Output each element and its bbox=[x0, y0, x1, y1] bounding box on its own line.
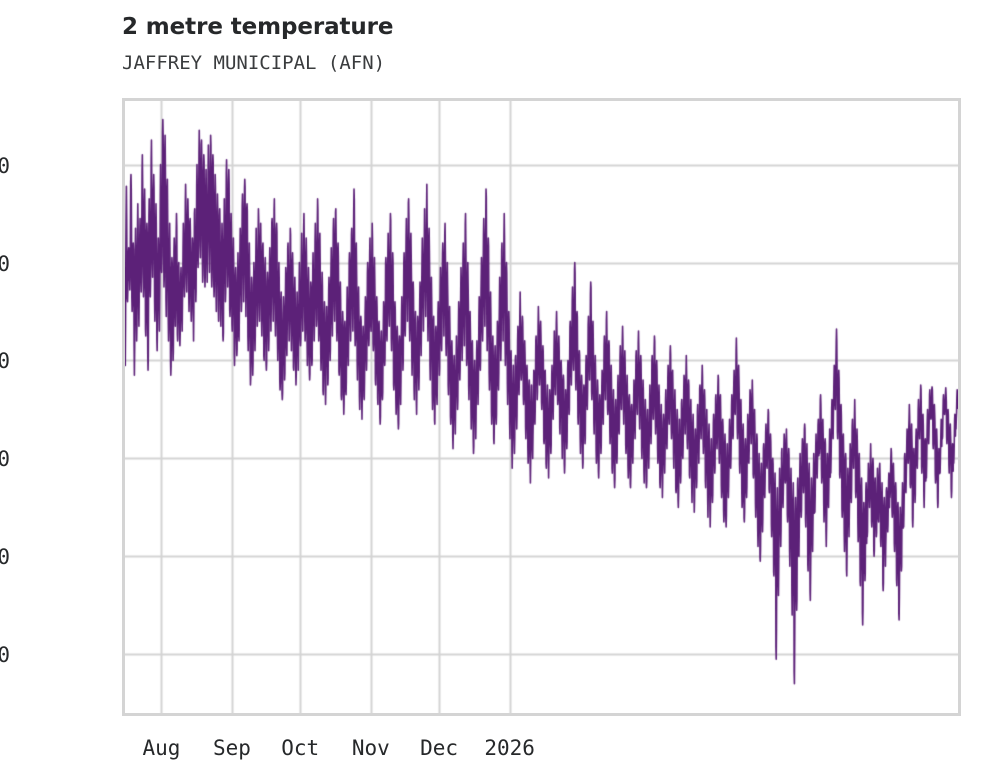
x-tick-label: Dec bbox=[420, 736, 459, 760]
y-tick-label: 20 bbox=[0, 251, 10, 276]
plot-area bbox=[122, 98, 961, 716]
timeseries-canvas bbox=[125, 101, 958, 713]
x-tick-label: Oct bbox=[281, 736, 320, 760]
y-tick-label: −10 bbox=[0, 545, 10, 570]
chart-subtitle: JAFFREY MUNICIPAL (AFN) bbox=[122, 52, 386, 74]
x-tick-label: Sep bbox=[213, 736, 251, 760]
y-tick-label: 10 bbox=[0, 349, 10, 374]
y-tick-label: 0 bbox=[0, 447, 10, 472]
x-tick-label: 2026 bbox=[484, 736, 535, 760]
page-title: 2 metre temperature bbox=[122, 14, 394, 40]
x-tick-label: Aug bbox=[142, 736, 181, 760]
y-tick-label: −20 bbox=[0, 643, 10, 668]
y-tick-label: 30 bbox=[0, 153, 10, 178]
x-tick-label: Nov bbox=[351, 736, 390, 760]
